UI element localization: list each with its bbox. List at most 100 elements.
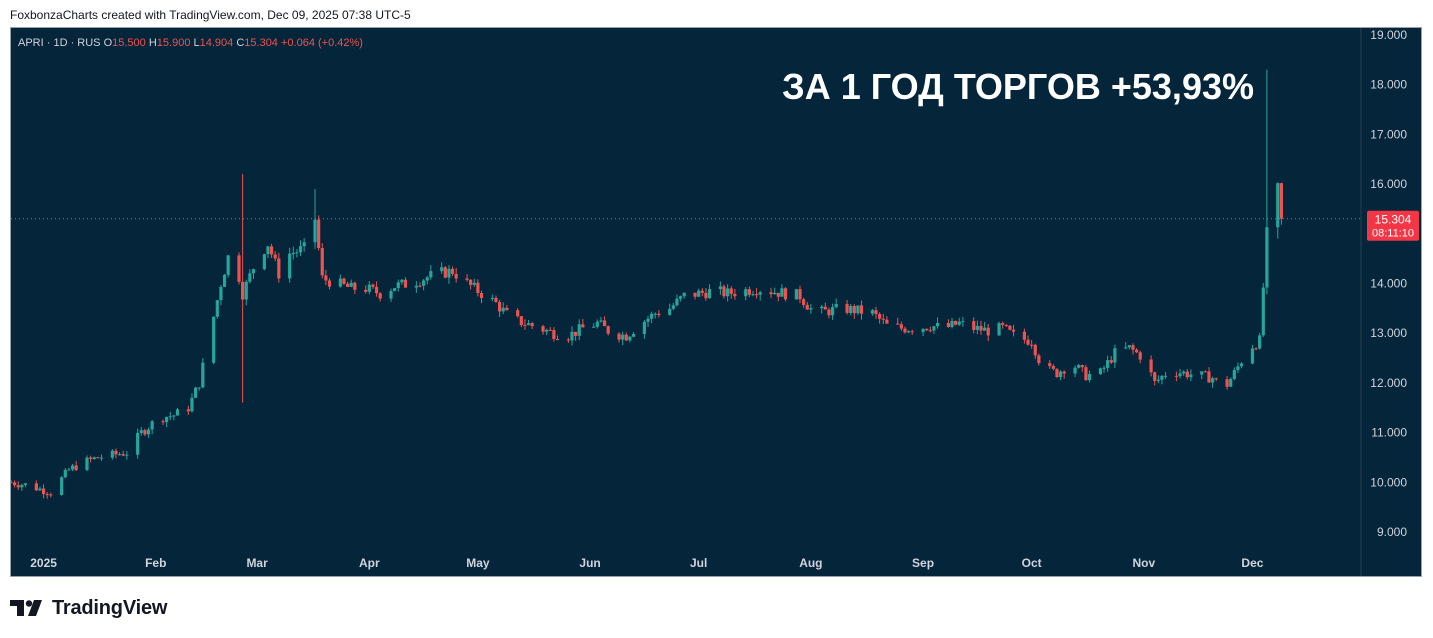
y-tick-label: 18.000 (1370, 78, 1407, 92)
candle-body (1254, 348, 1258, 350)
candle-body (396, 282, 400, 289)
candle-body (476, 282, 480, 293)
candle-body (41, 488, 46, 495)
candle-body (682, 292, 686, 297)
candle-body (371, 284, 375, 287)
candle-body (327, 280, 332, 287)
candle-body (820, 306, 824, 309)
candle-body (823, 306, 827, 310)
candle-body (859, 305, 864, 314)
candle-body (1279, 183, 1283, 219)
candle-body (906, 331, 911, 333)
candle-body (479, 292, 484, 299)
legend-o-value: 15.500 (112, 37, 149, 49)
candle-body (972, 321, 976, 330)
candle-body (349, 282, 353, 287)
chart-frame (10, 27, 1422, 577)
candle-body (273, 254, 277, 259)
last-price-value: 15.304 (1375, 213, 1412, 227)
candle-body (642, 321, 646, 335)
candle-body (168, 416, 172, 418)
candle-body (1062, 371, 1066, 374)
candle-body (1135, 349, 1139, 353)
y-tick-label: 11.000 (1371, 426, 1407, 440)
candle-body (896, 323, 900, 325)
tradingview-logo-icon (10, 600, 42, 616)
candle-body (1037, 355, 1041, 364)
candle-body (957, 321, 961, 325)
candle-body (541, 326, 545, 332)
candle-body (776, 292, 780, 297)
candle-body (805, 304, 809, 310)
candle-body (747, 289, 751, 295)
tradingview-logo[interactable]: TradingView (10, 596, 167, 620)
candle-body (248, 273, 252, 282)
candle-body (1229, 378, 1233, 387)
candle-body (783, 288, 788, 300)
candle-body (729, 288, 733, 294)
candle-body (269, 246, 274, 255)
candle-body (324, 275, 328, 281)
candle-body (443, 267, 447, 278)
candle-body (150, 421, 154, 430)
candle-body (979, 325, 983, 331)
candle-body (1030, 344, 1034, 346)
legend-h-value: 15.900 (157, 37, 194, 49)
x-tick-label: Oct (1022, 556, 1042, 570)
candles-group (11, 69, 1283, 499)
candle-body (193, 387, 198, 398)
legend-l-value: 14.904 (200, 37, 237, 49)
candle-body (469, 279, 473, 285)
candle-body (165, 417, 169, 423)
candle-body (364, 289, 368, 292)
candle-body (581, 324, 585, 328)
candle-body (1265, 227, 1269, 288)
x-tick-label: Aug (799, 556, 822, 570)
candle-body (885, 319, 889, 324)
candle-body (313, 219, 317, 243)
candle-body (925, 328, 929, 331)
candle-body (921, 328, 925, 333)
candle-body (338, 278, 342, 287)
candle-body (961, 321, 965, 323)
candle-body (1250, 348, 1255, 364)
candle-body (1153, 372, 1157, 381)
candle-body (1178, 373, 1182, 377)
annotation-text: ЗА 1 ГОД ТОРГОВ +53,93% (782, 66, 1254, 107)
bar-countdown: 08:11:10 (1372, 228, 1414, 240)
candle-body (1149, 359, 1153, 373)
candle-body (1109, 360, 1113, 363)
candle-body (241, 281, 245, 300)
candle-body (1127, 345, 1131, 348)
candle-body (1258, 335, 1262, 349)
candlestick-chart[interactable]: 19.00018.00017.00016.00015.00014.00013.0… (11, 28, 1421, 576)
candle-body (671, 305, 675, 309)
candle-body (114, 450, 118, 455)
candle-body (96, 457, 100, 459)
candle-body (653, 313, 657, 315)
candle-body (367, 284, 371, 292)
ohlc-legend: APRI · 1D · RUS O15.500 H15.900 L14.904 … (18, 37, 363, 49)
candle-body (1160, 375, 1164, 380)
candle-body (237, 255, 241, 282)
candle-body (802, 299, 806, 305)
candle-body (175, 409, 180, 416)
candle-body (1163, 375, 1168, 377)
candle-body (403, 279, 408, 288)
candle-body (628, 336, 632, 341)
candle-body (266, 246, 270, 255)
candle-body (498, 302, 502, 312)
candle-body (1055, 368, 1059, 378)
candle-body (726, 288, 730, 297)
candle-body (1138, 352, 1142, 360)
candle-body (345, 283, 350, 287)
candle-body (45, 494, 49, 496)
candle-body (809, 308, 813, 310)
candle-body (1106, 360, 1110, 368)
candle-body (1276, 183, 1280, 228)
x-tick-label: Sep (912, 556, 934, 570)
candle-body (277, 258, 281, 279)
chart-attribution: FoxbonzaCharts created with TradingView.… (10, 8, 411, 22)
candle-body (577, 324, 581, 336)
candle-body (1048, 363, 1052, 367)
